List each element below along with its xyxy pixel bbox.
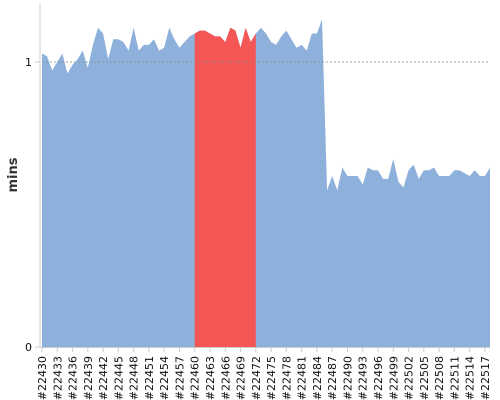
plot-area	[42, 19, 490, 348]
x-tick-label: #22475	[265, 356, 278, 400]
y-axis-title: mins	[6, 157, 21, 192]
x-tick-label: #22445	[112, 356, 125, 400]
x-tick-label: #22460	[189, 356, 202, 400]
x-tick-label: #22478	[280, 356, 293, 400]
x-tick-label: #22448	[128, 356, 141, 400]
x-tick-label: #22499	[387, 356, 400, 400]
x-tick-label: #22451	[143, 356, 156, 400]
y-tick-label: 0	[25, 341, 32, 354]
x-tick-label: #22469	[235, 356, 248, 400]
x-tick-label: #22514	[464, 356, 477, 400]
x-axis-ticks: #22430 #22433 #22436 #22439 #22442 #22445 #224…	[36, 348, 492, 400]
x-tick-label: #22466	[219, 356, 232, 400]
x-tick-label: #22493	[357, 356, 370, 400]
x-tick-label: #22439	[82, 356, 95, 400]
x-tick-label: #22433	[51, 356, 64, 400]
x-tick-label: #22505	[418, 356, 431, 400]
y-tick-label: 1	[25, 56, 32, 69]
x-tick-label: #22463	[204, 356, 217, 400]
highlight-area	[194, 27, 256, 348]
x-tick-label: #22442	[97, 356, 110, 400]
x-tick-label: #22484	[311, 356, 324, 400]
x-tick-label: #22457	[173, 356, 186, 400]
x-tick-label: #22436	[67, 356, 80, 400]
y-axis-ticks: 01	[25, 56, 40, 354]
x-tick-label: #22430	[36, 356, 49, 400]
area-series	[42, 19, 490, 347]
x-tick-label: #22502	[403, 356, 416, 400]
x-tick-label: #22511	[448, 356, 461, 400]
x-tick-label: #22508	[433, 356, 446, 400]
x-tick-label: #22454	[158, 356, 171, 400]
x-tick-label: #22481	[296, 356, 309, 400]
x-tick-label: #22487	[326, 356, 339, 400]
x-tick-label: #22496	[372, 356, 385, 400]
x-tick-label: #22490	[341, 356, 354, 400]
x-tick-label: #22517	[479, 356, 492, 400]
x-tick-label: #22472	[250, 356, 263, 400]
